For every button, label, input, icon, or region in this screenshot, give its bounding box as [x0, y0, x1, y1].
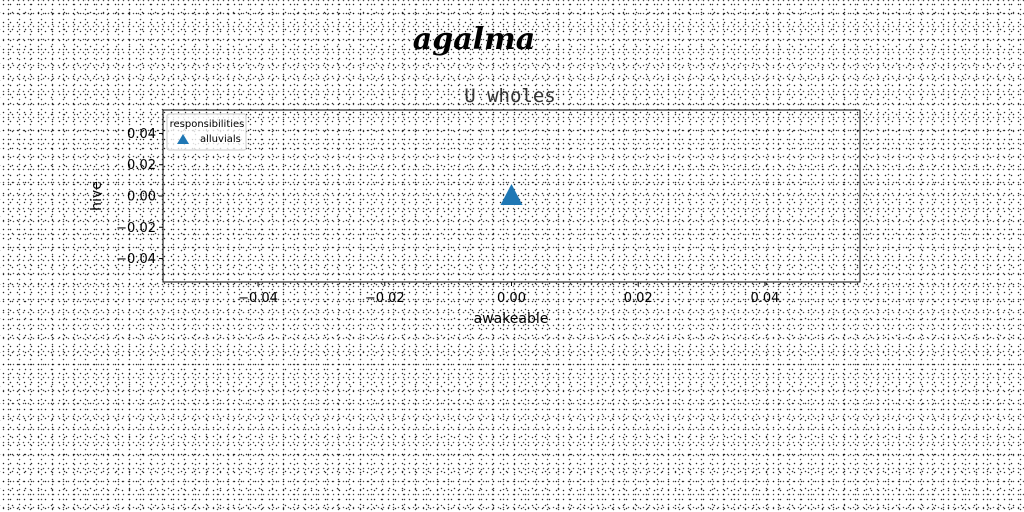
x-tick-label: −0.02 — [365, 291, 405, 306]
x-axis-label: awakeable — [474, 311, 549, 327]
y-axis: −0.04 −0.02 0.00 0.02 0.04 — [116, 127, 163, 267]
y-tick-label: 0.02 — [127, 158, 156, 173]
y-tick-label: 0.00 — [127, 190, 156, 205]
x-tick-label: 0.02 — [624, 291, 653, 306]
data-point-triangle — [500, 184, 523, 205]
x-tick-label: 0.00 — [497, 291, 526, 306]
y-tick-label: 0.04 — [127, 127, 156, 142]
legend: responsibilities alluvials — [166, 113, 247, 151]
legend-label-series: alluvials — [200, 134, 241, 145]
x-tick-label: 0.04 — [750, 291, 779, 306]
legend-marker-triangle — [177, 134, 189, 144]
y-tick-label: −0.02 — [116, 221, 156, 236]
x-axis: −0.04 −0.02 0.00 0.02 0.04 — [238, 282, 779, 306]
y-tick-label: −0.04 — [116, 252, 156, 267]
chart-title: U wholes — [464, 85, 556, 107]
y-axis-label: hive — [89, 181, 105, 211]
series-points — [500, 184, 523, 205]
legend-title: responsibilities — [170, 119, 245, 130]
x-tick-label: −0.04 — [238, 291, 278, 306]
figure-title: agalma — [412, 22, 536, 57]
